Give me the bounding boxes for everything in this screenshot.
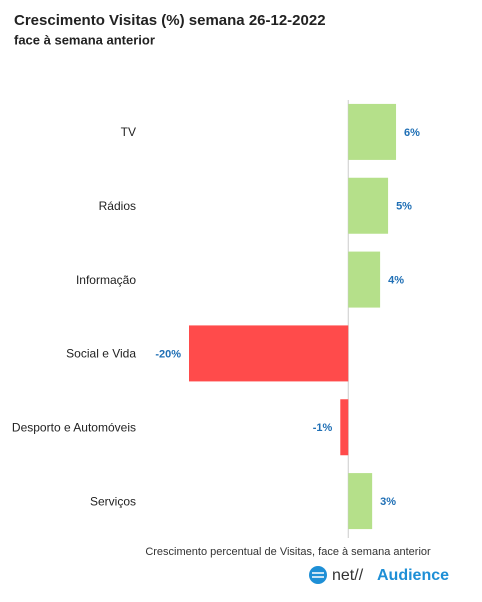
value-label: -1% bbox=[313, 422, 333, 434]
bar bbox=[348, 473, 373, 530]
value-label: 3% bbox=[380, 496, 396, 508]
chart-subtitle: face à semana anterior bbox=[14, 32, 155, 47]
bar bbox=[348, 251, 381, 308]
bar bbox=[348, 177, 389, 234]
value-label: 6% bbox=[404, 127, 420, 139]
logo-icon bbox=[309, 566, 327, 584]
category-label: Serviços bbox=[90, 494, 136, 508]
category-label: TV bbox=[121, 125, 136, 139]
category-label: Rádios bbox=[99, 199, 136, 213]
chart-title: Crescimento Visitas (%) semana 26-12-202… bbox=[14, 12, 326, 29]
category-label: Social e Vida bbox=[66, 347, 136, 361]
value-label: -20% bbox=[155, 348, 181, 360]
category-label: Informação bbox=[76, 273, 136, 287]
bar bbox=[348, 103, 397, 160]
category-label: Desporto e Automóveis bbox=[12, 420, 136, 434]
logo-icon-lines bbox=[312, 572, 324, 578]
bar bbox=[189, 325, 349, 382]
bar bbox=[340, 399, 349, 456]
value-label: 4% bbox=[388, 274, 404, 286]
value-label: 5% bbox=[396, 201, 412, 213]
logo-name: Audience bbox=[377, 567, 449, 584]
x-axis-label: Crescimento percentual de Visitas, face … bbox=[145, 546, 431, 558]
logo-prefix: net// bbox=[332, 567, 364, 584]
